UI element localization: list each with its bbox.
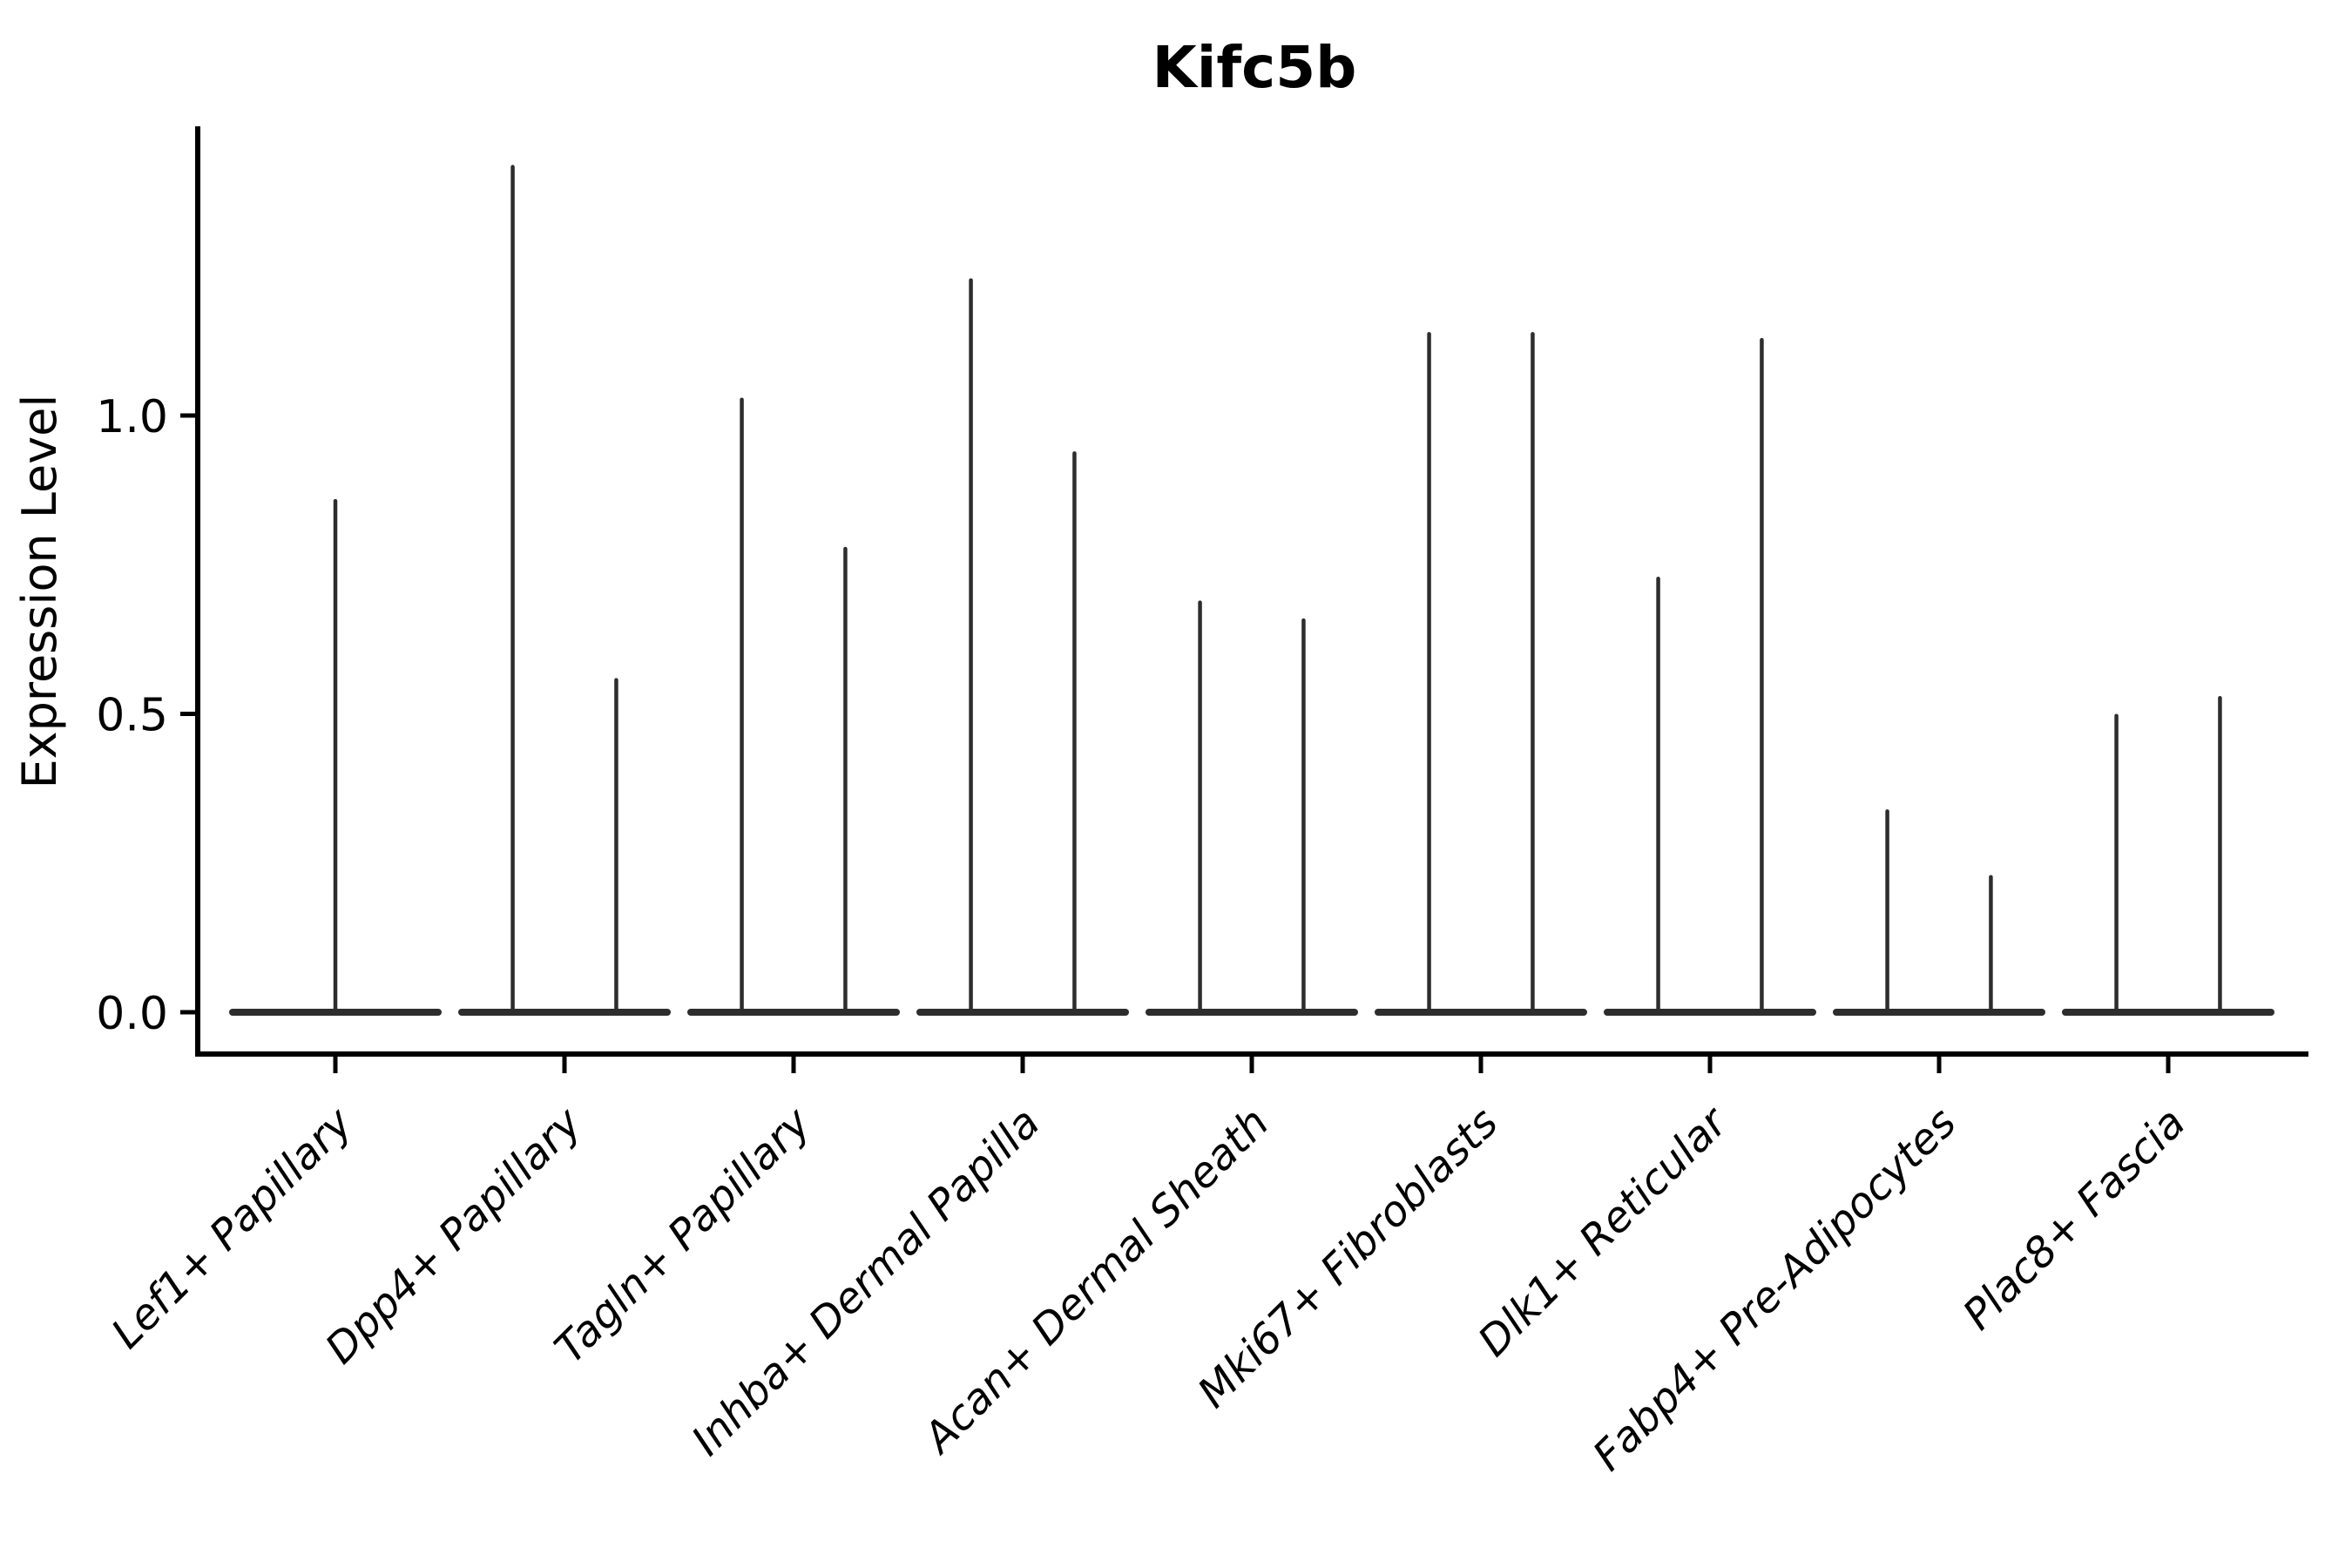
violin-category (1833, 809, 2045, 1016)
x-tick-label: Dlk1+ Reticular (1469, 1097, 1739, 1367)
violin-spike (510, 165, 515, 1013)
violin-spike (1072, 451, 1077, 1012)
violin-base (1146, 1009, 1358, 1016)
violin-base (229, 1009, 442, 1016)
violin-base (687, 1009, 900, 1016)
y-tick-label: 0.5 (96, 690, 168, 742)
violin-spike (614, 678, 618, 1012)
violin-spike (969, 278, 973, 1012)
violin-category (229, 498, 442, 1016)
violin-category (1146, 600, 1358, 1016)
violin-base (1833, 1009, 2045, 1016)
violin-spike (1301, 618, 1306, 1012)
violin-category (1604, 337, 1816, 1016)
violin-base (458, 1009, 671, 1016)
violin-base (1604, 1009, 1816, 1016)
violin-spike (1989, 875, 1993, 1012)
violin-category (2062, 695, 2274, 1016)
x-tick-label: Dpp4+ Papillary (316, 1098, 591, 1373)
violins-group (229, 165, 2274, 1016)
violin-category (458, 165, 671, 1016)
violin-spike (843, 546, 848, 1012)
violin-spike (2218, 695, 2222, 1012)
violin-spike (1760, 337, 1764, 1012)
violin-spike (333, 498, 338, 1012)
violin-category (1375, 332, 1587, 1016)
violin-base (1375, 1009, 1587, 1016)
violin-base (2062, 1009, 2274, 1016)
y-axis-label: Expression Level (12, 395, 67, 789)
violin-category (916, 278, 1129, 1016)
violin-spike (2114, 713, 2119, 1012)
plot-title: Kifc5b (1152, 34, 1357, 101)
violin-spike (1885, 809, 1889, 1012)
y-tick-label: 1.0 (96, 391, 168, 443)
violin-spike (1656, 576, 1660, 1012)
violin-spike (1531, 332, 1535, 1013)
y-tick-label: 0.0 (96, 988, 168, 1040)
violin-spike (740, 397, 744, 1012)
x-tick-label: Fabp4+ Pre-Adipocytes (1584, 1098, 1966, 1481)
y-axis-ticks-group: 0.0 0.5 1.0 (96, 391, 198, 1040)
x-tick-label: Plac8+ Fascia (1954, 1098, 2195, 1340)
violin-spike (1427, 332, 1431, 1013)
violin-base (916, 1009, 1129, 1016)
violin-category (687, 397, 900, 1016)
x-tick-label: Tagln+ Papillary (545, 1098, 821, 1373)
x-tick-label: Lef1+ Papillary (102, 1098, 362, 1358)
violin-spike (1198, 600, 1202, 1012)
